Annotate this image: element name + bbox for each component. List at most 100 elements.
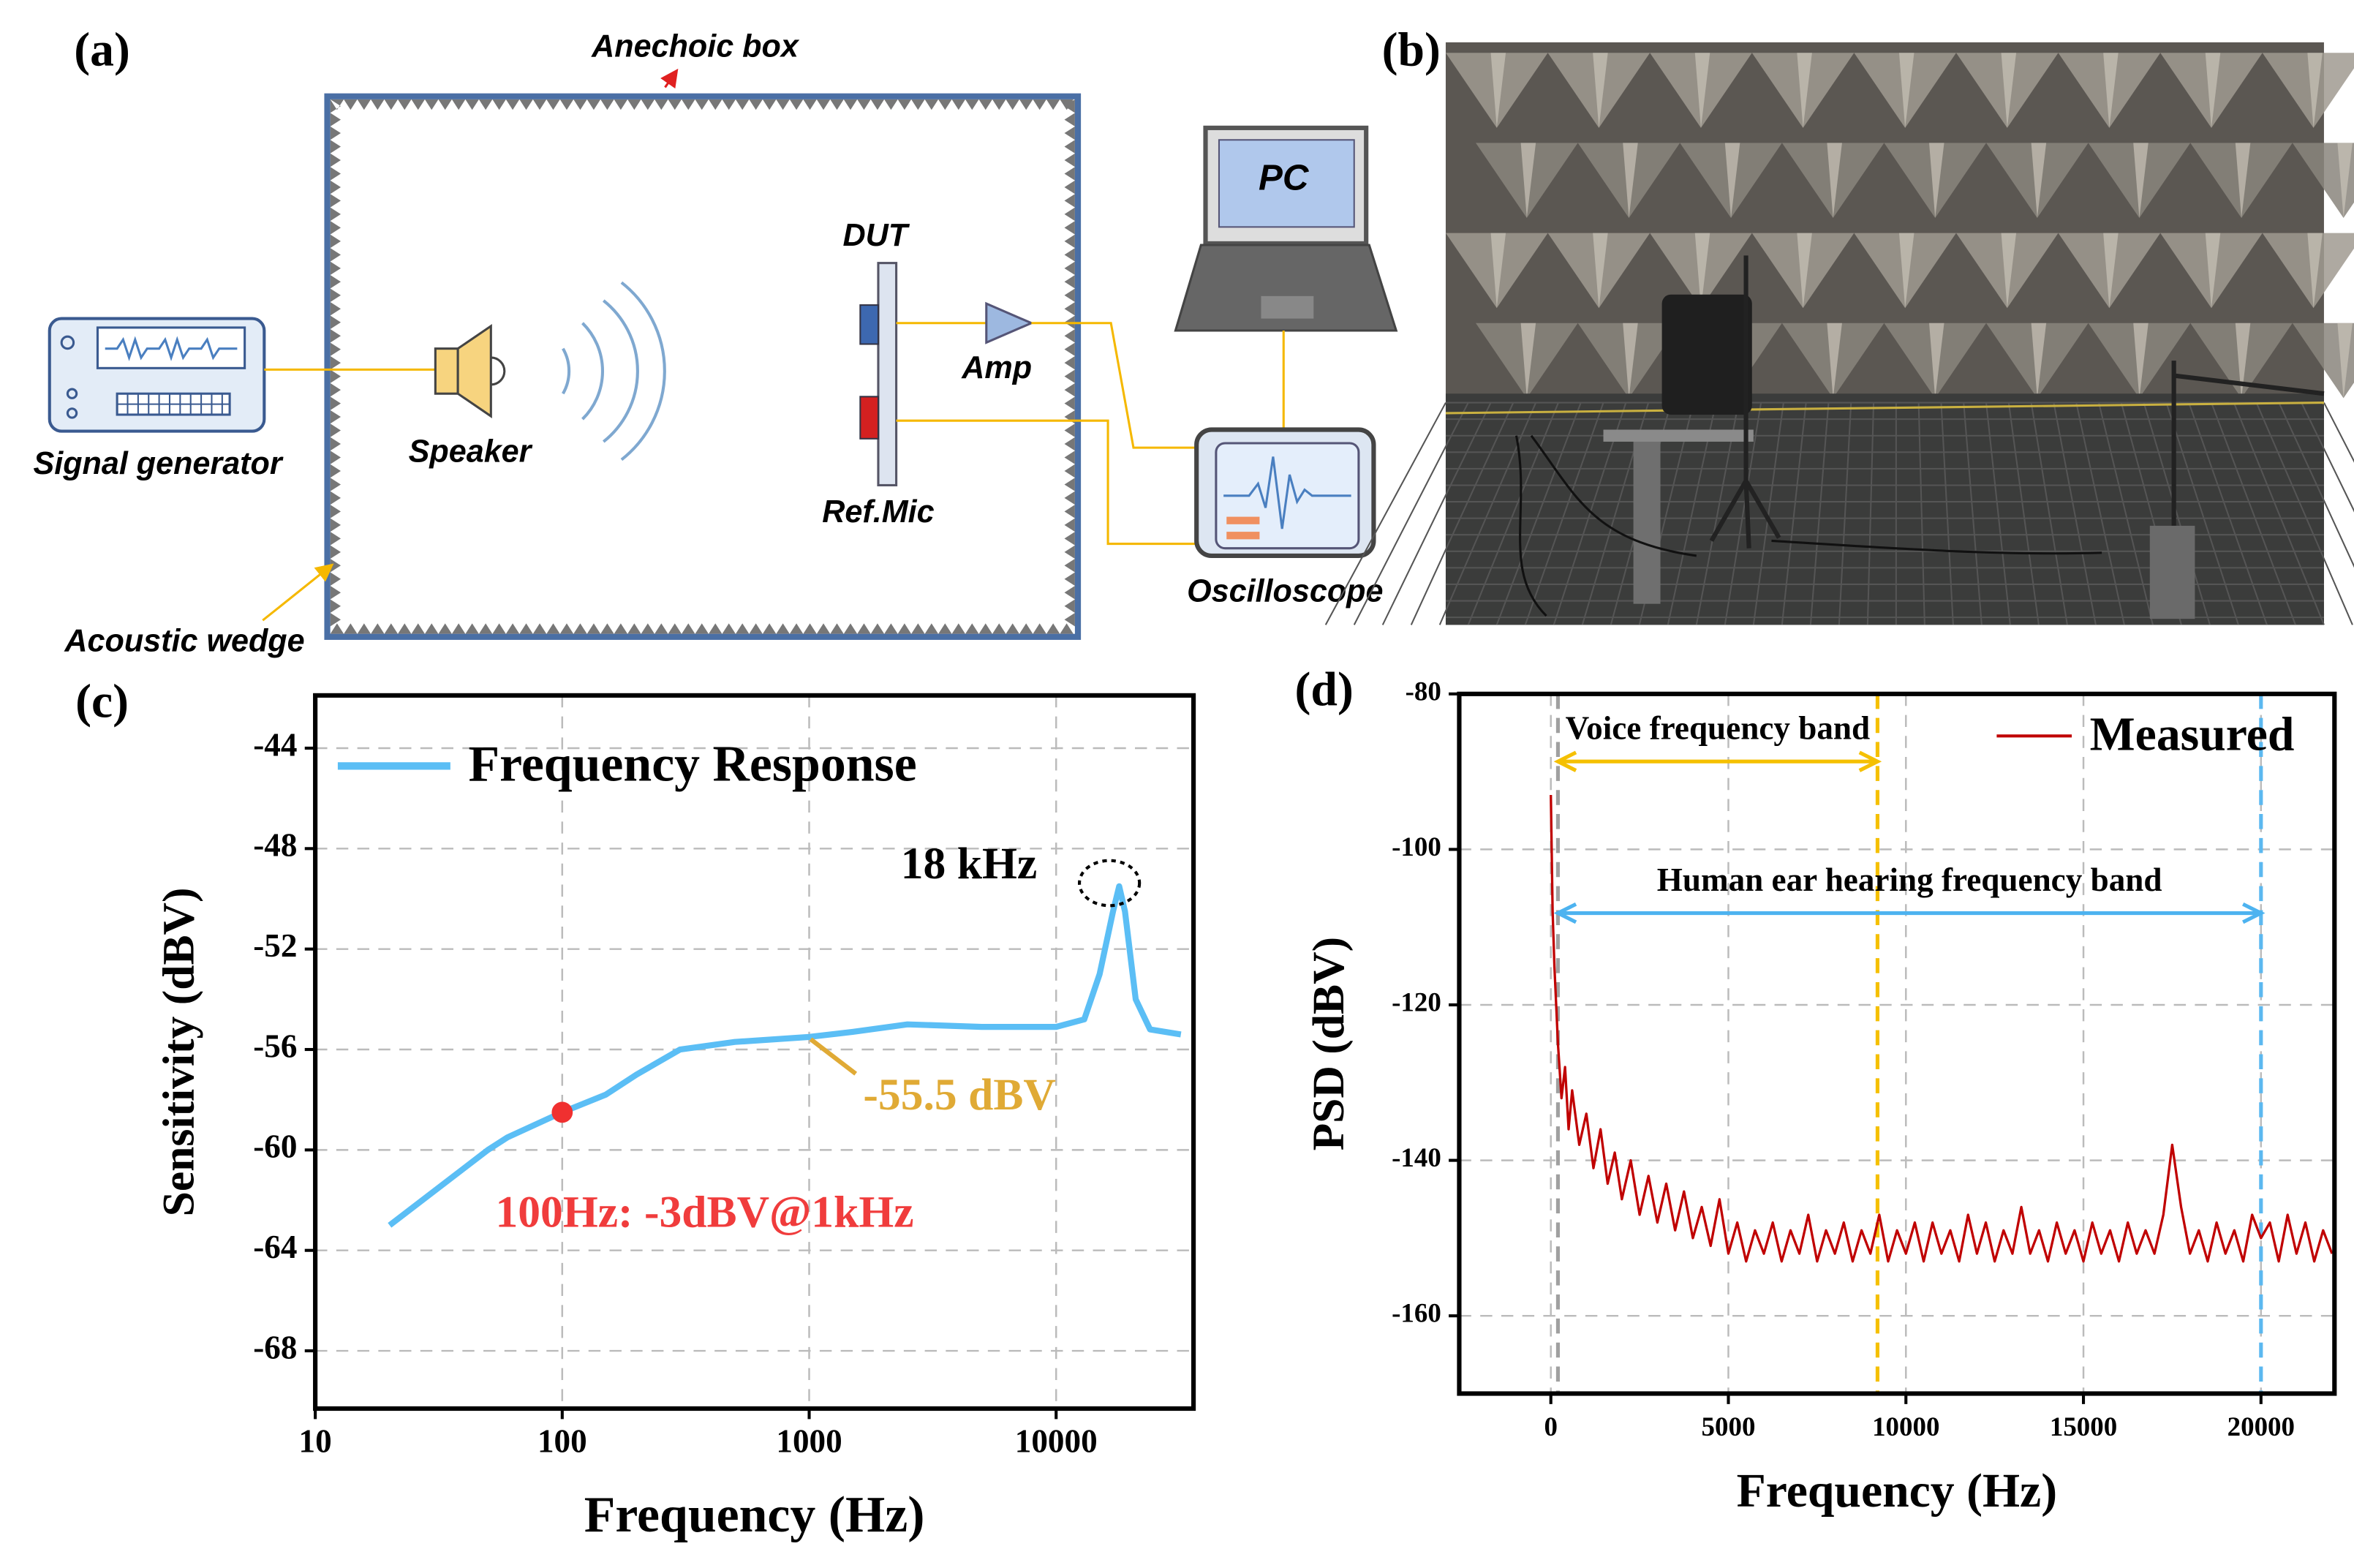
grid xyxy=(1917,402,1925,625)
x-tick-label: 10 xyxy=(299,1423,332,1460)
wedge xyxy=(2001,233,2017,309)
wedge xyxy=(2001,53,2017,128)
y-tick-label: -44 xyxy=(253,726,297,763)
grid xyxy=(1410,402,1514,625)
pointer xyxy=(262,563,334,622)
grid xyxy=(2075,402,2125,625)
y-tick-label: -80 xyxy=(1406,676,1441,706)
y-tick-label: -64 xyxy=(253,1229,297,1265)
wedge xyxy=(1797,53,1812,128)
wedge xyxy=(1490,233,1506,309)
grid xyxy=(2007,402,2040,625)
y-tick-label: -52 xyxy=(253,927,297,964)
indicator xyxy=(1226,516,1260,524)
knob xyxy=(66,407,78,419)
panel-label: (c) xyxy=(75,674,129,728)
amplifier xyxy=(985,301,1035,344)
band-arrow xyxy=(1553,902,2266,924)
grid xyxy=(2165,402,2239,625)
y-tick-label: -68 xyxy=(253,1329,297,1365)
wedge xyxy=(2337,143,2353,219)
wedge xyxy=(2133,323,2149,399)
grid xyxy=(2143,402,2211,625)
table-post xyxy=(1633,438,1661,604)
y-tick-label: -60 xyxy=(253,1128,297,1165)
wedge xyxy=(2292,323,2354,399)
sound-waves xyxy=(562,281,666,461)
y-tick-label: -120 xyxy=(1392,987,1441,1017)
charts: (c) -44 -48 -52 -56 -60 -64 -68 10 100 1000 10000 Fr… xyxy=(75,663,2337,1543)
speaker-cone xyxy=(456,323,492,418)
wedge xyxy=(2031,143,2047,219)
label: Ref.Mic xyxy=(822,494,934,529)
data-line xyxy=(388,883,1182,1228)
label: Anechoic box xyxy=(591,29,800,64)
grid xyxy=(1381,402,1492,625)
wedge xyxy=(1827,143,1842,219)
wedge xyxy=(2235,143,2251,219)
x-tick-label: 10000 xyxy=(1872,1411,1939,1441)
grid xyxy=(1724,402,1762,625)
wedge xyxy=(1694,233,1710,309)
x-tick-label: 15000 xyxy=(2050,1411,2117,1441)
wedge xyxy=(2292,143,2354,219)
label: Oscilloscope xyxy=(1187,574,1383,609)
grid xyxy=(2301,402,2354,513)
waveform xyxy=(1223,456,1351,529)
panel-label: (d) xyxy=(1295,663,1354,716)
speaker xyxy=(434,347,459,395)
mic-stand xyxy=(1709,255,1781,549)
chamber-photo: (b) xyxy=(1324,23,2354,625)
y-tick-label: -140 xyxy=(1392,1142,1441,1172)
wedges xyxy=(1445,53,2354,399)
label: Acoustic wedge xyxy=(64,623,304,658)
grid xyxy=(1467,402,1559,625)
anechoic-box xyxy=(324,93,1082,640)
label: Speaker xyxy=(409,434,533,470)
grid xyxy=(2278,402,2354,568)
grid xyxy=(2098,402,2154,625)
annotation: 100Hz: -3dBV@1kHz xyxy=(495,1187,913,1237)
ref-stand xyxy=(2171,361,2325,529)
indicator xyxy=(1226,532,1260,540)
pointer xyxy=(660,68,679,89)
wedge xyxy=(2133,143,2149,219)
tape xyxy=(1445,402,2324,415)
keys xyxy=(117,393,230,415)
wedge xyxy=(2205,233,2221,309)
legend-label: Measured xyxy=(2090,707,2295,761)
y-tick-label: -56 xyxy=(253,1028,297,1064)
wedge xyxy=(1898,233,1914,309)
wedge xyxy=(2205,53,2221,128)
x-tick-label: 100 xyxy=(537,1423,587,1460)
grid xyxy=(1963,402,1983,625)
wedge xyxy=(2031,323,2047,399)
grid xyxy=(2255,402,2353,625)
wedge xyxy=(1827,323,1842,399)
x-tick-label: 20000 xyxy=(2227,1411,2295,1441)
speaker-cap xyxy=(491,356,506,386)
y-tick-label: -100 xyxy=(1392,832,1441,862)
wedge xyxy=(1929,323,1944,399)
data-line xyxy=(1550,794,2334,1263)
grid xyxy=(1866,402,1875,625)
panel-label: (a) xyxy=(74,23,130,76)
chart: (c) -44 -48 -52 -56 -60 -64 -68 10 100 1000 10000 Fr… xyxy=(75,674,1196,1543)
grid xyxy=(1438,402,1537,625)
wedge xyxy=(2262,53,2354,128)
band-label: Voice frequency band xyxy=(1566,710,1870,747)
grid xyxy=(2233,402,2325,625)
grid xyxy=(1940,402,1954,625)
chart: (d) -80 -100 -120 -140 -160 0 5000 10000 15000 200… xyxy=(1295,663,2337,1518)
knob xyxy=(60,335,75,350)
floor-grid xyxy=(1324,402,2354,625)
x-tick-label: 5000 xyxy=(1702,1411,1756,1441)
wedge xyxy=(1490,53,1506,128)
x-tick-label: 10000 xyxy=(1015,1423,1098,1460)
band-arrow xyxy=(1553,750,1882,772)
wedge xyxy=(2103,53,2119,128)
knob xyxy=(66,388,78,399)
grid xyxy=(1838,402,1852,625)
wedge xyxy=(2235,323,2251,399)
